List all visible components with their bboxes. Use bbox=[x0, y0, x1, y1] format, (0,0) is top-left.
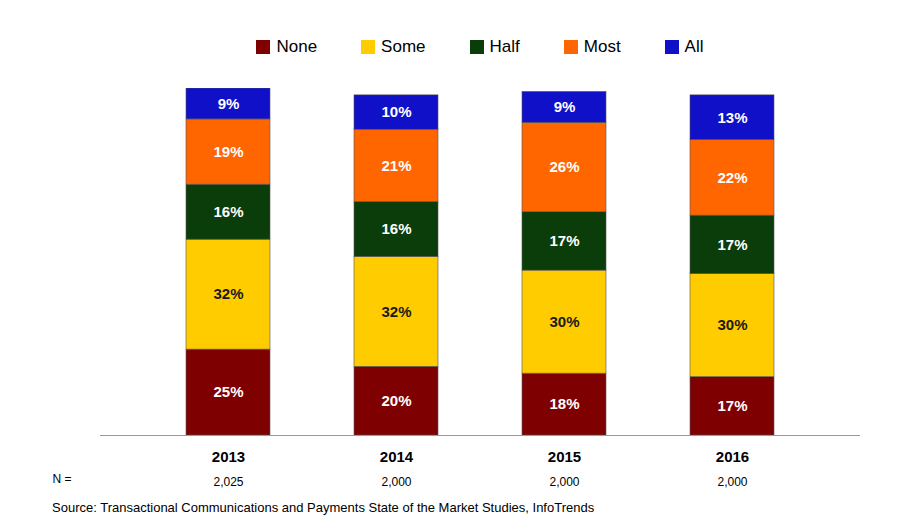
svg-text:13%: 13% bbox=[717, 109, 747, 126]
svg-text:19%: 19% bbox=[213, 143, 243, 160]
html-text:Half: Half bbox=[489, 37, 520, 56]
svg-text:2,000: 2,000 bbox=[717, 475, 747, 489]
html-text:Source: Transactional Communic: Source: Transactional Communications and… bbox=[52, 500, 595, 515]
svg-text:2014: 2014 bbox=[380, 448, 414, 465]
svg-text:30%: 30% bbox=[549, 313, 579, 330]
svg-text:25%: 25% bbox=[213, 383, 243, 400]
svg-text:16%: 16% bbox=[213, 203, 243, 220]
svg-text:16%: 16% bbox=[381, 220, 411, 237]
svg-text:2015: 2015 bbox=[548, 448, 581, 465]
svg-text:17%: 17% bbox=[717, 236, 747, 253]
html-text:None: None bbox=[276, 37, 318, 56]
svg-text:17%: 17% bbox=[717, 397, 747, 414]
svg-text:18%: 18% bbox=[549, 395, 579, 412]
svg-text:9%: 9% bbox=[554, 98, 576, 115]
svg-text:21%: 21% bbox=[381, 157, 411, 174]
svg-text:2,000: 2,000 bbox=[549, 475, 579, 489]
svg-text:9%: 9% bbox=[218, 95, 240, 112]
svg-text:2,025: 2,025 bbox=[213, 475, 243, 489]
html-text:Most: Most bbox=[583, 37, 621, 56]
svg-text:10%: 10% bbox=[381, 103, 411, 120]
svg-text:2,000: 2,000 bbox=[381, 475, 411, 489]
svg-text:32%: 32% bbox=[213, 285, 243, 302]
svg-text:30%: 30% bbox=[717, 316, 747, 333]
svg-text:2013: 2013 bbox=[212, 448, 245, 465]
svg-text:2016: 2016 bbox=[716, 448, 749, 465]
svg-text:20%: 20% bbox=[381, 392, 411, 409]
svg-text:22%: 22% bbox=[717, 169, 747, 186]
svg-text:17%: 17% bbox=[549, 232, 579, 249]
svg-text:32%: 32% bbox=[381, 303, 411, 320]
html-text:Some: Some bbox=[381, 37, 426, 56]
svg-text:26%: 26% bbox=[549, 158, 579, 175]
html-text:All: All bbox=[684, 37, 704, 56]
svg-text:N =: N = bbox=[53, 472, 72, 486]
